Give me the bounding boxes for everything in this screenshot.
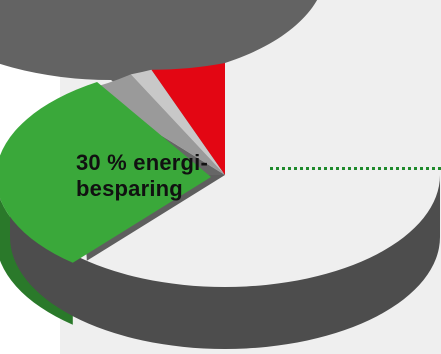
pie-depth [0, 175, 440, 349]
annotation-line-2: besparing [76, 176, 183, 201]
pie-top [0, 0, 318, 263]
pie-slice [86, 74, 226, 175]
pie-slice [130, 69, 225, 175]
pie-slice [151, 63, 225, 175]
savings-annotation: 30 % energi- besparing [76, 150, 208, 202]
pie-slice-side [10, 175, 440, 349]
highlighted-slice [0, 82, 211, 263]
leader-line [270, 167, 441, 170]
annotation-line-1: 30 % energi- [76, 150, 209, 175]
